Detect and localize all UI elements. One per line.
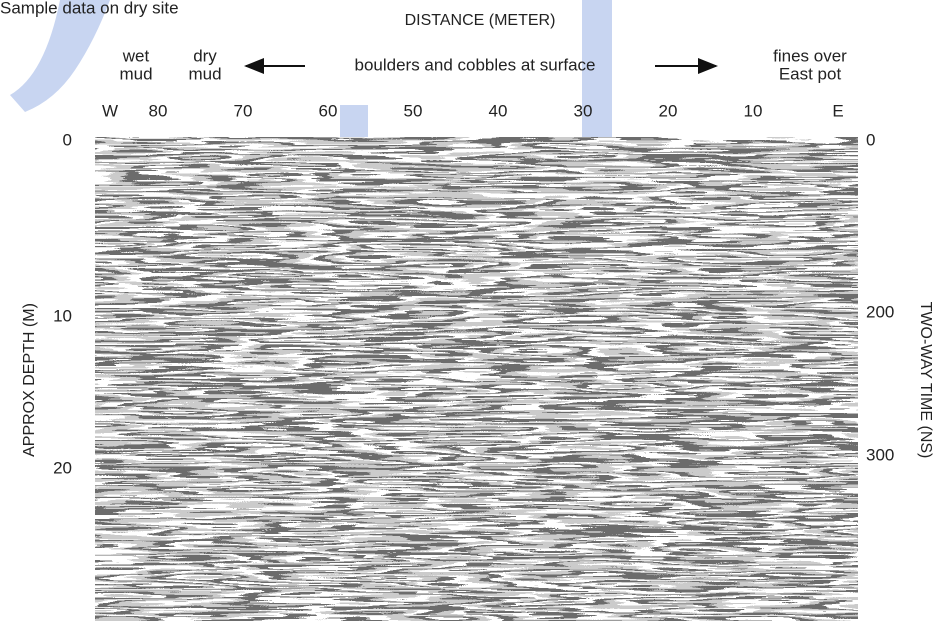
y-axis-label: APPROX DEPTH (M) xyxy=(21,303,38,457)
x-tick-label: 60 xyxy=(319,101,338,120)
decor xyxy=(582,0,612,140)
annotation: wet xyxy=(122,46,150,65)
x-tick-label: W xyxy=(102,101,118,120)
x-tick-label: 30 xyxy=(574,101,593,120)
title: Sample data on dry site xyxy=(0,0,179,17)
decor xyxy=(340,105,368,140)
y-tick-label: 20 xyxy=(53,458,72,477)
x-tick-label: 80 xyxy=(149,101,168,120)
annotation: boulders and cobbles at surface xyxy=(355,55,596,74)
annotation: fines over xyxy=(773,46,847,65)
annotation: mud xyxy=(119,64,152,83)
y2-tick-label: 0 xyxy=(866,130,875,149)
x-axis-label: DISTANCE (METER) xyxy=(405,12,556,29)
x-tick-label: 20 xyxy=(659,101,678,120)
x-tick-label: 40 xyxy=(489,101,508,120)
y-tick-label: 10 xyxy=(53,306,72,325)
x-tick-label: 50 xyxy=(404,101,423,120)
annotation: mud xyxy=(188,64,221,83)
annotation: East pot xyxy=(779,64,842,83)
x-tick-label: 10 xyxy=(744,101,763,120)
x-tick-label: E xyxy=(832,101,843,120)
y2-tick-label: 200 xyxy=(866,302,894,321)
y2-tick-label: 300 xyxy=(866,445,894,464)
y2-axis-label: TWO-WAY TIME (NS) xyxy=(917,302,934,459)
annotation: dry xyxy=(193,46,217,65)
decor xyxy=(10,0,110,112)
radargram xyxy=(95,137,858,621)
x-tick-label: 70 xyxy=(234,101,253,120)
y-tick-label: 0 xyxy=(63,130,72,149)
